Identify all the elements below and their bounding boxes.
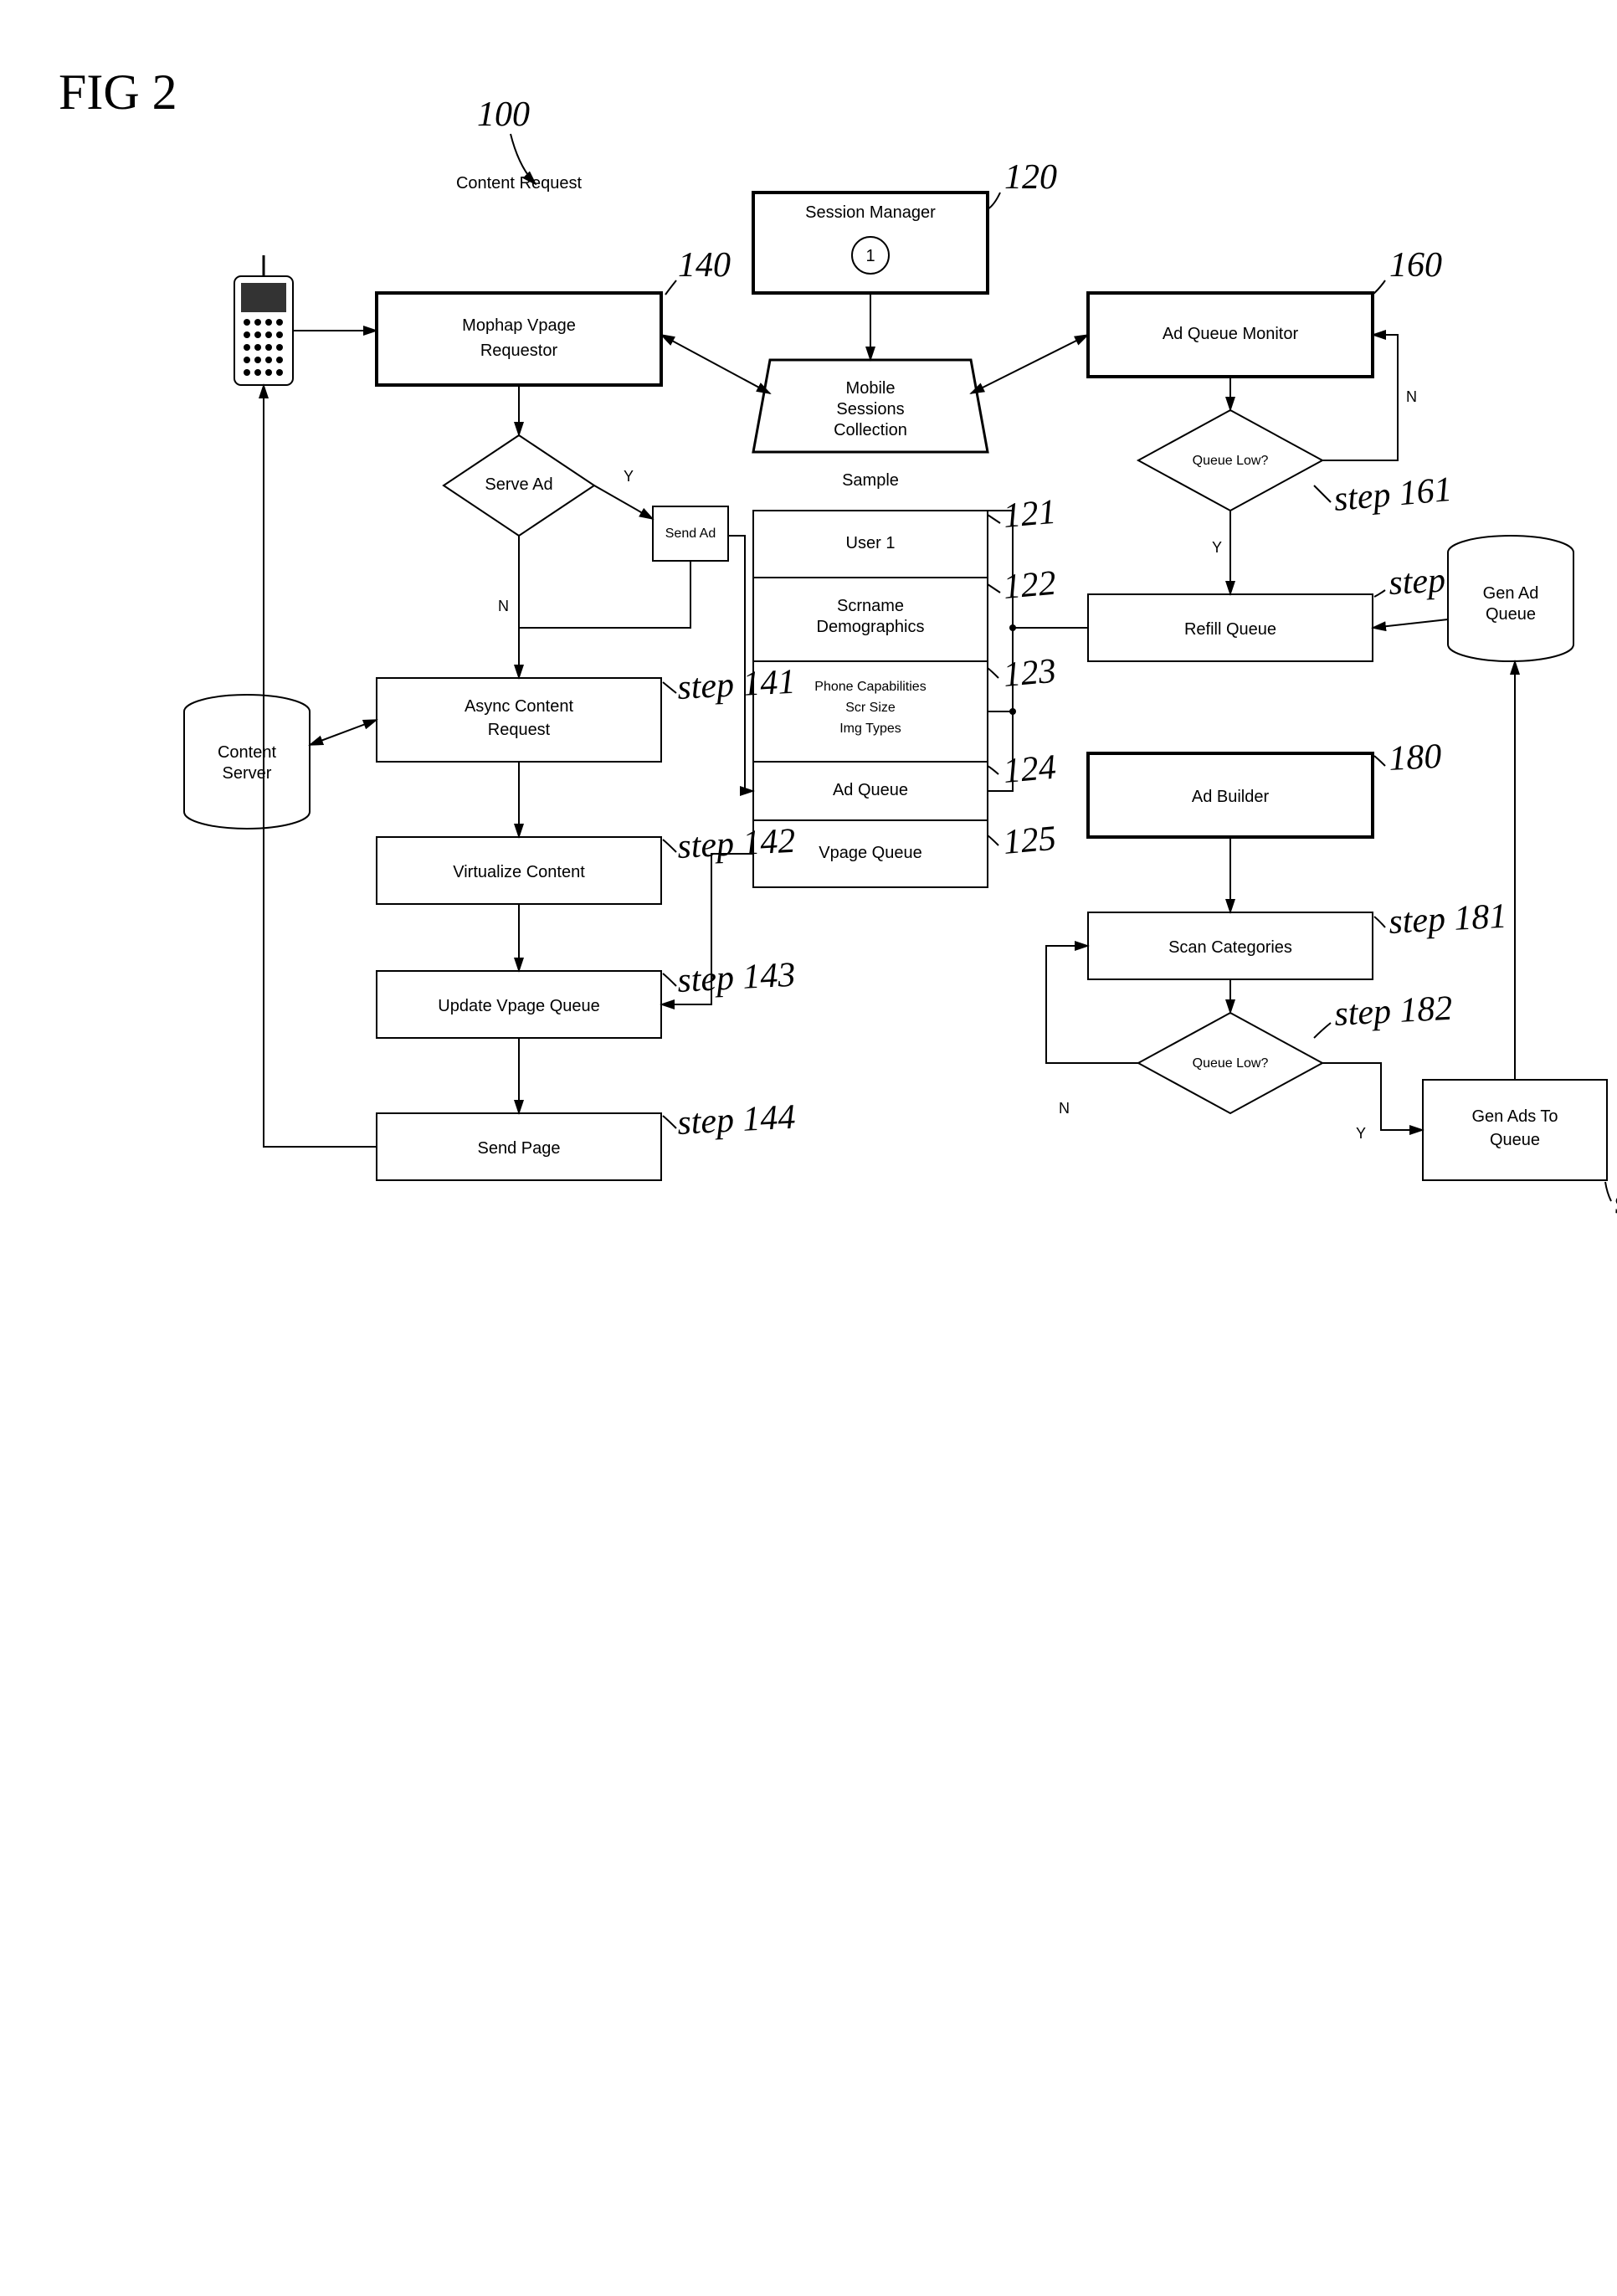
scrname-label-1: Scrname	[837, 597, 904, 615]
ref-line-step144	[663, 1116, 676, 1128]
async-content-box	[377, 678, 661, 762]
ref-step181: step 181	[1388, 897, 1507, 942]
ref-line-step161	[1314, 485, 1331, 502]
async-content-label-1: Async Content	[465, 697, 574, 716]
edge-gaq-rq	[1373, 619, 1448, 628]
session-manager-box: Session Manager 1	[753, 193, 988, 293]
mobile-sessions-box: Mobile Sessions Collection	[753, 360, 988, 452]
mophap-box	[377, 293, 661, 385]
refill-queue-label: Refill Queue	[1184, 620, 1276, 639]
ref-step141: step 141	[676, 663, 796, 707]
ref-line-140	[665, 280, 676, 295]
queue-low1-label: Queue Low?	[1193, 454, 1269, 468]
gen-ad-queue-cylinder: Gen Ad Queue	[1448, 536, 1573, 661]
async-content-label-2: Request	[488, 721, 551, 739]
phone-cap-label-3: Img Types	[839, 722, 901, 736]
ref-125: 125	[1002, 819, 1058, 862]
update-vpage-label: Update Vpage Queue	[438, 997, 600, 1015]
phone-cap-label-2: Scr Size	[845, 701, 896, 715]
yn-ql2-n: N	[1059, 1100, 1070, 1117]
ref-line-step183	[1605, 1182, 1611, 1201]
content-request-label: Content Request	[456, 174, 583, 193]
scan-categories-label: Scan Categories	[1168, 938, 1292, 957]
vpage-queue-label: Vpage Queue	[819, 844, 921, 862]
ref-120: 120	[1004, 158, 1057, 197]
ref-line-step162	[1374, 590, 1385, 597]
gen-ads-box	[1423, 1080, 1607, 1180]
system-ref: 100	[477, 95, 530, 134]
mobile-sessions-label-2: Sessions	[836, 400, 904, 419]
gen-ad-queue-label-2: Queue	[1486, 605, 1536, 624]
mobile-sessions-label-1: Mobile	[846, 379, 896, 398]
ref-123: 123	[1002, 652, 1058, 695]
ref-step182: step 182	[1333, 989, 1453, 1034]
gen-ads-label-2: Queue	[1490, 1131, 1540, 1149]
sample-label: Sample	[842, 471, 899, 490]
ref-line-step143	[663, 973, 676, 986]
ref-122: 122	[1002, 564, 1058, 607]
ref-124: 124	[1002, 748, 1058, 791]
ref-step143: step 143	[676, 956, 796, 1000]
ref-line-step141	[663, 682, 676, 693]
session-manager-label: Session Manager	[805, 203, 936, 222]
yn-ql2-y: Y	[1356, 1125, 1366, 1142]
send-ad-label: Send Ad	[665, 526, 716, 541]
edge-sendad-down	[519, 561, 690, 628]
flowchart-diagram: FIG 2 100 Content Request Session Manage…	[0, 0, 1617, 2296]
queue-low2-label: Queue Low?	[1193, 1056, 1269, 1071]
figure-label: FIG 2	[59, 64, 177, 120]
ref-line-step142	[663, 840, 676, 852]
ref-line-124	[988, 766, 998, 774]
ad-builder-label: Ad Builder	[1192, 788, 1270, 806]
ref-140: 140	[678, 246, 731, 285]
edge-async-cs	[310, 720, 377, 745]
ref-step142: step 142	[676, 822, 796, 866]
edge-sendad-adqueue	[728, 536, 753, 791]
ref-180: 180	[1388, 737, 1442, 778]
session-manager-circle-num: 1	[865, 247, 875, 265]
gen-ad-queue-label-1: Gen Ad	[1483, 584, 1539, 603]
yn-servead-y: Y	[624, 468, 634, 485]
ref-line-180	[1374, 756, 1385, 766]
ref-line-125	[988, 835, 998, 845]
ad-queue-label: Ad Queue	[833, 781, 908, 799]
edge-mophap-ms	[661, 335, 770, 393]
ref-step161: step 161	[1332, 470, 1454, 519]
content-server-cylinder: Content Server	[184, 695, 310, 829]
ad-queue-monitor-label: Ad Queue Monitor	[1163, 325, 1299, 343]
mophap-label-1: Mophap Vpage	[462, 316, 576, 335]
ref-121: 121	[1002, 493, 1058, 536]
ref-line-step181	[1374, 917, 1385, 927]
ref-step144: step 144	[676, 1098, 796, 1143]
yn-ql1-n: N	[1406, 388, 1417, 405]
yn-ql1-y: Y	[1212, 539, 1222, 556]
ref-step183: step 183	[1611, 1168, 1617, 1222]
ref-line-160	[1373, 280, 1385, 295]
phone-icon	[234, 255, 293, 385]
ref-line-122	[988, 584, 1000, 593]
edge-ql2-ga	[1322, 1063, 1423, 1130]
serve-ad-label: Serve Ad	[485, 475, 552, 494]
content-server-label-1: Content	[218, 743, 276, 762]
yn-servead-n: N	[498, 598, 509, 614]
ref-line-120	[988, 193, 1000, 209]
mobile-sessions-label-3: Collection	[834, 421, 907, 439]
send-page-label: Send Page	[478, 1139, 561, 1158]
gen-ads-label-1: Gen Ads To	[1471, 1107, 1558, 1126]
virtualize-label: Virtualize Content	[453, 863, 585, 881]
phone-cap-label-1: Phone Capabilities	[814, 680, 926, 694]
user1-label: User 1	[846, 534, 896, 552]
ref-160: 160	[1389, 246, 1442, 285]
mophap-label-2: Requestor	[480, 342, 558, 360]
edge-ms-aqm	[971, 335, 1088, 393]
ref-line-123	[988, 668, 998, 678]
ref-line-step182	[1314, 1023, 1331, 1038]
scrname-label-2: Demographics	[817, 618, 925, 636]
edge-servead-sendad	[594, 485, 653, 519]
ref-line-121	[988, 515, 1000, 523]
